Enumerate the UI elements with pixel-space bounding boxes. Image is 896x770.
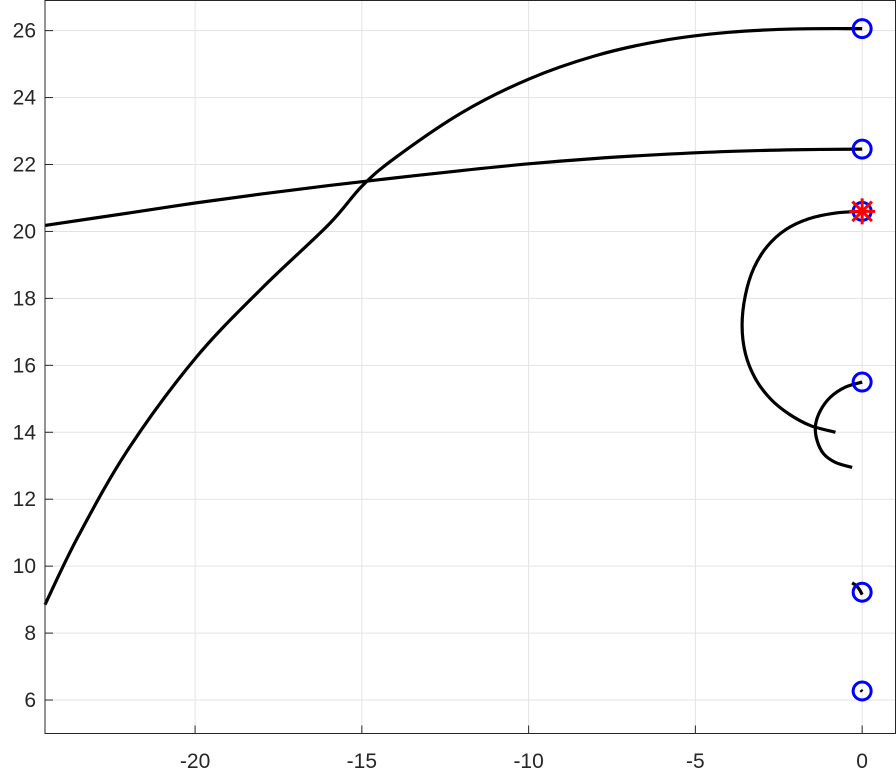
y-tick-label: 12 [13, 488, 36, 511]
star-marker [849, 198, 876, 225]
curves [43, 26, 864, 693]
x-tick-label: 0 [856, 750, 868, 770]
axes-box [44, 0, 896, 734]
curve-5 [851, 581, 864, 596]
y-tick-label: 16 [13, 354, 36, 377]
curve-1 [43, 26, 863, 606]
circle-marker [851, 18, 873, 40]
star-markers [849, 198, 876, 225]
y-axis-ticks: 6 8 10 12 14 16 18 20 22 24 26 [13, 20, 53, 712]
x-tick-label: -5 [686, 750, 705, 770]
y-tick-label: 26 [13, 20, 36, 43]
y-tick-label: 24 [13, 87, 37, 110]
grid-lines [45, 0, 896, 734]
curve-2 [44, 147, 863, 228]
x-tick-label: -10 [513, 750, 543, 770]
x-tick-label: -15 [347, 750, 377, 770]
circle-marker [851, 680, 873, 702]
curve-3 [740, 209, 863, 434]
y-tick-label: 14 [13, 421, 37, 444]
curve-4 [813, 380, 863, 469]
y-tick-label: 10 [13, 555, 36, 578]
circle-marker [851, 138, 873, 160]
y-tick-label: 8 [24, 622, 36, 645]
circle-marker [851, 581, 873, 603]
y-tick-label: 18 [13, 287, 36, 310]
circle-marker [851, 371, 873, 393]
y-tick-label: 22 [13, 154, 36, 177]
curve-6 [859, 688, 864, 693]
x-tick-label: -20 [180, 750, 210, 770]
x-axis-ticks: -20 -15 -10 -5 0 [180, 725, 868, 770]
y-tick-label: 6 [24, 689, 36, 712]
y-tick-label: 20 [13, 220, 36, 243]
